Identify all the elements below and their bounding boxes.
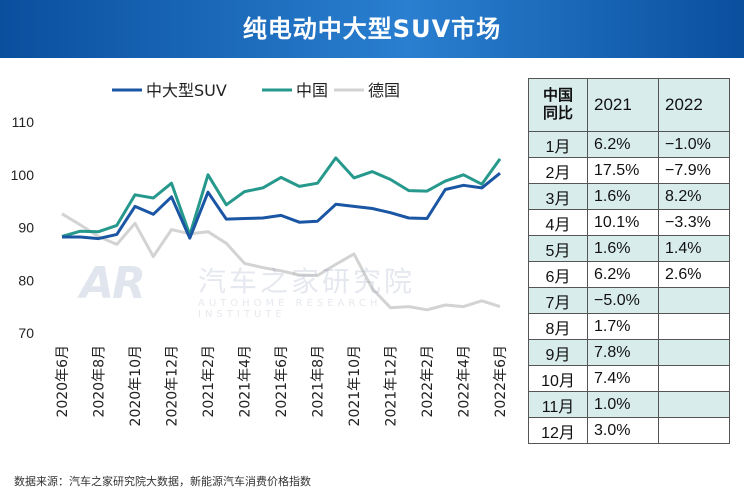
month-cell: 3月 — [528, 183, 588, 210]
value-2022-cell — [658, 417, 730, 444]
x-tick-label: 2020年10月 — [128, 345, 144, 426]
series-lines — [61, 156, 502, 312]
x-tick-label: 2020年12月 — [165, 345, 181, 426]
x-tick-label: 2020年6月 — [55, 345, 71, 418]
table-row: 5月 1.6% 1.4% — [528, 235, 730, 262]
value-2022-cell — [658, 391, 730, 418]
line-chart: 中大型SUV 中国 德国 70 80 90 100 110 2020年6月 2020年8月 20… — [0, 68, 520, 468]
value-2021-cell: 10.1% — [587, 209, 659, 236]
x-tick-label: 2021年6月 — [274, 345, 290, 418]
header-2022: 2022 — [658, 78, 730, 132]
value-2021-cell: 1.6% — [587, 183, 659, 210]
legend: 中大型SUV 中国 德国 — [112, 81, 400, 100]
month-cell: 1月 — [528, 131, 588, 158]
table-row: 1月 6.2% −1.0% — [528, 131, 730, 158]
data-source: 数据来源：汽车之家研究院大数据，新能源汽车消费价格指数 — [14, 475, 311, 488]
month-cell: 6月 — [528, 261, 588, 288]
value-2022-cell: 1.4% — [658, 235, 730, 262]
value-2021-cell: 6.2% — [587, 131, 659, 158]
month-cell: 4月 — [528, 209, 588, 236]
value-2022-cell: −3.3% — [658, 209, 730, 236]
month-cell: 10月 — [528, 365, 588, 392]
x-tick-label: 2021年12月 — [384, 345, 400, 426]
month-cell: 9月 — [528, 339, 588, 366]
x-tick-label: 2021年10月 — [347, 345, 363, 426]
table-row: 8月 1.7% — [528, 313, 730, 340]
legend-label: 中国 — [296, 81, 328, 100]
table-row: 11月 1.0% — [528, 391, 730, 418]
legend-label: 德国 — [368, 81, 400, 100]
x-tick-label: 2022年4月 — [457, 345, 473, 418]
x-tick-label: 2021年2月 — [201, 345, 217, 418]
table-row: 6月 6.2% 2.6% — [528, 261, 730, 288]
value-2021-cell: 1.6% — [587, 235, 659, 262]
value-2022-cell — [658, 365, 730, 392]
value-2022-cell: 8.2% — [658, 183, 730, 210]
value-2021-cell: 6.2% — [587, 261, 659, 288]
table-row: 9月 7.8% — [528, 339, 730, 366]
y-tick-label: 70 — [18, 325, 34, 341]
y-tick-label: 80 — [18, 272, 34, 288]
value-2021-cell: 1.7% — [587, 313, 659, 340]
y-tick-label: 110 — [12, 114, 35, 130]
series-line — [61, 156, 502, 238]
table-row: 7月 −5.0% — [528, 287, 730, 314]
value-2021-cell: −5.0% — [587, 287, 659, 314]
value-2021-cell: 7.4% — [587, 365, 659, 392]
series-line — [61, 212, 501, 312]
month-cell: 7月 — [528, 287, 588, 314]
value-2022-cell — [658, 313, 730, 340]
month-cell: 8月 — [528, 313, 588, 340]
table-row: 12月 3.0% — [528, 417, 730, 444]
page-title: 纯电动中大型SUV市场 — [242, 15, 502, 43]
series-line — [62, 172, 501, 241]
legend-label: 中大型SUV — [146, 81, 227, 100]
yoy-table: 中国 同比 2021 2022 1月 6.2% −1.0% 2月 17.5% −7.9% 3… — [528, 78, 730, 444]
table-header-row: 中国 同比 2021 2022 — [528, 78, 730, 132]
y-axis: 70 80 90 100 110 — [11, 114, 35, 341]
month-cell: 5月 — [528, 235, 588, 262]
header-2021: 2021 — [587, 78, 659, 132]
y-tick-label: 90 — [18, 220, 34, 236]
table-row: 3月 1.6% 8.2% — [528, 183, 730, 210]
value-2021-cell: 3.0% — [587, 417, 659, 444]
x-axis: 2020年6月 2020年8月 2020年10月 2020年12月 2021年2月 202… — [55, 345, 509, 426]
x-tick-label: 2021年8月 — [311, 345, 327, 418]
yoy-table-body: 中国 同比 2021 2022 1月 6.2% −1.0% 2月 17.5% −7.9% 3… — [528, 78, 730, 444]
value-2021-cell: 17.5% — [587, 157, 659, 184]
month-cell: 11月 — [528, 391, 588, 418]
month-cell: 12月 — [528, 417, 588, 444]
value-2022-cell — [658, 339, 730, 366]
x-tick-label: 2022年2月 — [420, 345, 436, 418]
x-tick-label: 2021年4月 — [238, 345, 254, 418]
title-banner — [0, 0, 744, 58]
value-2022-cell: 2.6% — [658, 261, 730, 288]
value-2021-cell: 1.0% — [587, 391, 659, 418]
value-2021-cell: 7.8% — [587, 339, 659, 366]
x-tick-label: 2022年6月 — [493, 345, 509, 418]
value-2022-cell: −7.9% — [658, 157, 730, 184]
header-label: 中国 同比 — [528, 78, 588, 132]
table-row: 10月 7.4% — [528, 365, 730, 392]
table-row: 4月 10.1% −3.3% — [528, 209, 730, 236]
y-tick-label: 100 — [11, 167, 35, 183]
value-2022-cell — [658, 287, 730, 314]
month-cell: 2月 — [528, 157, 588, 184]
x-tick-label: 2020年8月 — [92, 345, 108, 418]
table-row: 2月 17.5% −7.9% — [528, 157, 730, 184]
value-2022-cell: −1.0% — [658, 131, 730, 158]
